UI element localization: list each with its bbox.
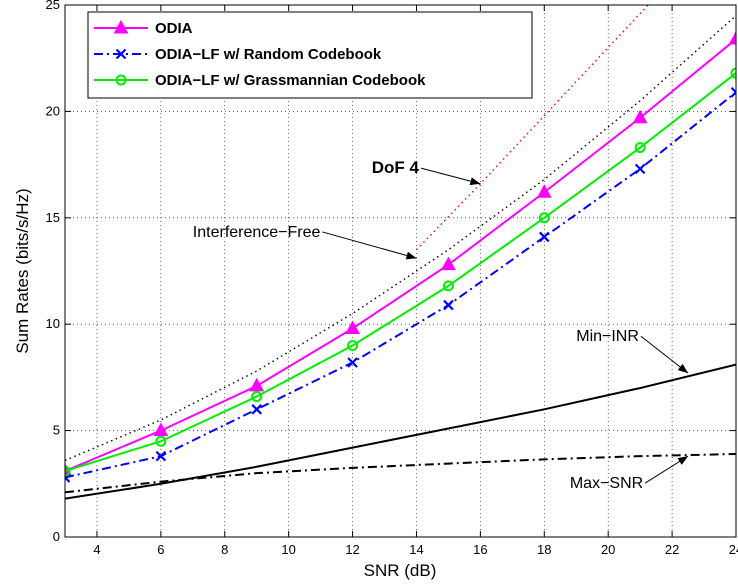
series-2-point [251, 391, 263, 403]
annotation-label-3: Max−SNR [570, 475, 643, 492]
x-tick-label: 24 [729, 542, 738, 557]
x-tick-label: 16 [473, 542, 487, 557]
series-1-point-stroke [443, 299, 454, 311]
x-axis-label: SNR (dB) [364, 561, 437, 580]
series-1-point-stroke [539, 231, 550, 243]
y-tick-label: 10 [46, 316, 60, 331]
annotation-arrow-head-3 [677, 456, 689, 465]
y-axis-label: Sum Rates (bits/s/Hz) [13, 188, 32, 353]
plot-frame [64, 4, 737, 538]
annotation-arrow-line-0 [420, 167, 481, 185]
series-1-point [347, 357, 358, 368]
legend-marker-2 [115, 74, 127, 86]
series-2-point [65, 465, 71, 477]
legend-box [87, 11, 533, 99]
x-tick-label: 14 [409, 542, 423, 557]
x-tick-label: 8 [221, 542, 228, 557]
annotations: DoF 4 Interference−Free Min−INR Max−SNR [193, 158, 689, 492]
series-line-3 [65, 15, 736, 462]
x-tick-label: 4 [93, 542, 100, 557]
series-line-1 [65, 91, 736, 479]
legend: ODIA ODIA−LF w/ Random Codebook ODIA−LF w/… [87, 11, 533, 99]
series-1-point [251, 404, 262, 415]
series-2-point [347, 339, 359, 351]
series-2-point [442, 280, 454, 292]
series-0-point [632, 109, 648, 124]
series-1-point-stroke [251, 404, 262, 415]
axis-ticks: 4 6 8 10 12 14 16 18 20 22 24 0 5 10 15 20 25 [46, 0, 738, 557]
annotation-arrow-head-1 [405, 251, 417, 260]
y-tick-label: 5 [53, 423, 60, 438]
x-tick-label: 6 [157, 542, 164, 557]
annotation-label-0: DoF 4 [372, 158, 420, 177]
series-1-point [730, 86, 736, 98]
series-1-point [539, 231, 550, 243]
y-tick-label: 15 [46, 210, 60, 225]
annotation-arrow-head-0 [469, 177, 481, 186]
series-1-point-stroke [634, 163, 646, 175]
series-0-point [536, 184, 552, 198]
legend-label-1: ODIA−LF w/ Random Codebook [155, 46, 382, 63]
series-1-point [634, 163, 646, 175]
legend-label-2: ODIA−LF w/ Grassmannian Codebook [155, 72, 426, 89]
x-tick-label: 18 [537, 542, 551, 557]
legend-label-0: ODIA [155, 20, 193, 37]
x-tick-label: 12 [345, 542, 359, 557]
series-0-point [249, 377, 265, 392]
series-1-point-stroke [347, 357, 358, 368]
series-line-6 [65, 453, 736, 494]
series-1-point-stroke [730, 86, 736, 94]
series-group [65, 5, 736, 500]
series-2-point [538, 212, 550, 224]
series-line-2 [65, 72, 736, 472]
series-0-point [153, 422, 169, 437]
annotation-label-2: Min−INR [576, 328, 639, 345]
legend-marker-1 [115, 48, 127, 60]
series-0-point [728, 30, 736, 45]
series-2-point [730, 67, 736, 79]
series-1-point-stroke [730, 90, 736, 98]
annotation-arrow-line-1 [322, 231, 417, 259]
x-tick-label: 22 [665, 542, 679, 557]
y-tick-label: 0 [53, 529, 60, 544]
series-line-5 [65, 363, 736, 500]
y-tick-label: 25 [46, 0, 60, 12]
series-2-point [155, 435, 167, 447]
y-tick-label: 20 [46, 103, 60, 118]
series-2-point [634, 142, 646, 154]
series-1-point [443, 299, 454, 311]
series-1-point-stroke [155, 450, 167, 462]
series-line-0 [65, 38, 736, 472]
annotation-arrow-head-2 [677, 363, 689, 374]
series-0-point [345, 320, 360, 334]
series-1-point [155, 450, 167, 462]
annotation-label-1: Interference−Free [193, 224, 321, 241]
series-0-point [441, 256, 456, 271]
x-tick-label: 10 [281, 542, 295, 557]
legend-marker-1-stroke [115, 48, 127, 60]
series-1-point-stroke [65, 475, 71, 483]
legend-marker-0 [113, 19, 129, 34]
x-tick-label: 20 [601, 542, 615, 557]
